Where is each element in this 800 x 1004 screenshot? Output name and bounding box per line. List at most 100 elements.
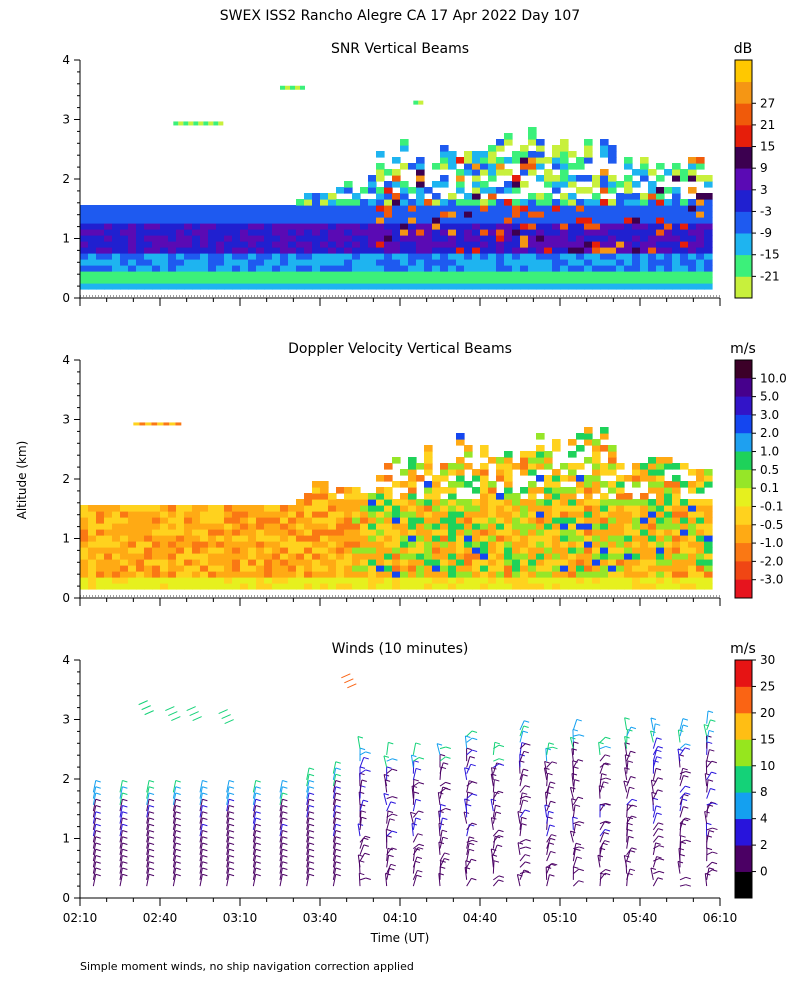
heatmap-cell (616, 571, 625, 578)
heatmap-cell (544, 523, 553, 530)
wind-barb-flag (630, 751, 635, 753)
heatmap-cell (264, 541, 273, 548)
heatmap-cell (200, 523, 209, 530)
wind-barb-flag (523, 731, 528, 733)
wind-barb-flag (629, 836, 634, 838)
x-tick-label: 04:40 (463, 911, 498, 925)
heatmap-cell (464, 541, 473, 548)
wind-barb-flag (472, 750, 477, 752)
heatmap-cell (640, 277, 649, 284)
heatmap-cell (584, 247, 593, 254)
winds-panel-title: Winds (10 minutes) (332, 641, 469, 657)
heatmap-cell (288, 265, 297, 272)
heatmap-cell (480, 223, 489, 230)
heatmap-cell (672, 175, 681, 182)
heatmap-cell (176, 505, 185, 512)
wind-barb-flag (658, 823, 663, 825)
heatmap-cell (656, 547, 665, 554)
heatmap-cell (400, 217, 409, 224)
heatmap-cell (176, 559, 185, 566)
heatmap-cell (568, 577, 577, 584)
heatmap-cell (400, 187, 409, 194)
heatmap-cell (592, 517, 601, 524)
heatmap-cell (528, 241, 537, 248)
heatmap-cell (216, 583, 225, 590)
heatmap-cell (664, 259, 673, 266)
heatmap-cell (376, 187, 385, 194)
cbar-label: -0.1 (760, 499, 783, 513)
heatmap-cell (104, 253, 113, 260)
heatmap-cell (664, 541, 673, 548)
heatmap-cell (512, 223, 521, 230)
heatmap-cell (456, 229, 465, 236)
heatmap-cell (328, 199, 337, 206)
heatmap-cell (560, 145, 569, 152)
heatmap-cell (336, 217, 345, 224)
heatmap-cell (416, 229, 425, 236)
heatmap-cell (208, 559, 217, 566)
heatmap-cell (88, 247, 97, 254)
heatmap-cell (528, 247, 537, 254)
wind-barb (360, 770, 366, 774)
heatmap-cell (312, 217, 321, 224)
heatmap-cell (480, 271, 489, 278)
heatmap-cell (672, 511, 681, 518)
heatmap-cell (320, 211, 329, 218)
wind-barb-flag (96, 843, 101, 845)
heatmap-cell (192, 223, 201, 230)
heatmap-cell (280, 211, 289, 218)
heatmap-cell (584, 439, 593, 446)
heatmap-cell (168, 259, 177, 266)
heatmap-cell (648, 217, 657, 224)
heatmap-cell (528, 217, 537, 224)
heatmap-cell (464, 577, 473, 584)
heatmap-cell (464, 529, 473, 536)
heatmap-cell (304, 211, 313, 218)
heatmap-cell (104, 583, 113, 590)
heatmap-cell (160, 241, 169, 248)
wind-barb-flag (149, 849, 154, 851)
heatmap-cell (248, 241, 257, 248)
heatmap-cell (528, 157, 537, 164)
wind-barb (651, 731, 654, 742)
doppler-heatmap (80, 422, 713, 589)
cbar-label: 0 (760, 865, 768, 879)
heatmap-cell (344, 523, 353, 530)
heatmap-cell (416, 169, 425, 176)
wind-barb-flag (202, 849, 207, 851)
heatmap-cell (504, 559, 513, 566)
heatmap-cell (472, 217, 481, 224)
heatmap-cell (456, 439, 465, 446)
wind-barb-flag (712, 862, 717, 864)
heatmap-cell (568, 241, 577, 248)
wind-barb-flag (149, 862, 154, 864)
heatmap-cell (704, 553, 713, 560)
heatmap-cell (168, 577, 177, 584)
heatmap-cell (208, 535, 217, 542)
heatmap-cell (584, 223, 593, 230)
heatmap-cell (280, 517, 289, 524)
heatmap-cell (632, 505, 641, 512)
wind-barb-flag (358, 736, 363, 738)
wind-barb-flag (309, 868, 314, 870)
heatmap-cell (688, 541, 697, 548)
heatmap-cell (680, 529, 689, 536)
heatmap-cell (704, 475, 713, 482)
heatmap-cell (300, 86, 305, 90)
heatmap-cell (672, 505, 681, 512)
wind-barb-flag (573, 867, 578, 869)
heatmap-cell (336, 529, 345, 536)
heatmap-cell (224, 511, 233, 518)
heatmap-cell (144, 583, 153, 590)
heatmap-cell (560, 157, 569, 164)
heatmap-cell (256, 229, 265, 236)
heatmap-cell (384, 547, 393, 554)
snr-colorbar (735, 60, 756, 298)
heatmap-cell (384, 475, 393, 482)
heatmap-cell (416, 283, 425, 290)
heatmap-cell (312, 541, 321, 548)
wind-barb-flag (229, 855, 234, 857)
heatmap-cell (392, 577, 401, 584)
wind-barb-flag (96, 806, 101, 808)
doppler-panel-title: Doppler Velocity Vertical Beams (288, 341, 512, 357)
